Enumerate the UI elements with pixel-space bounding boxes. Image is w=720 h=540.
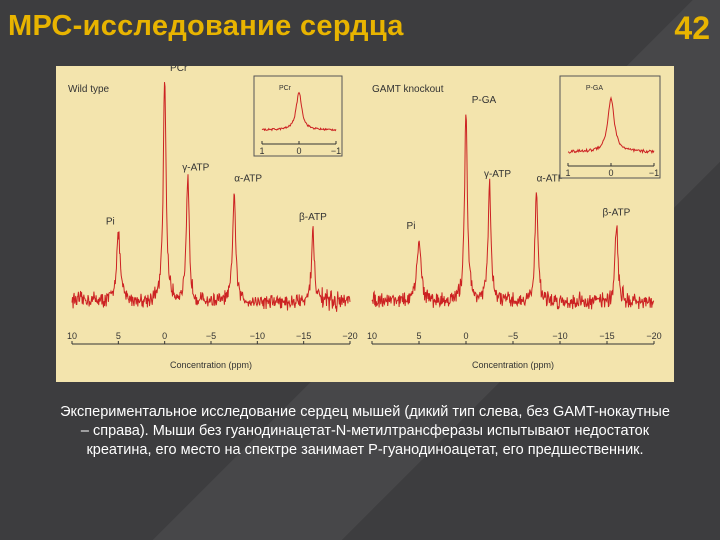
inset-spectrum-line (567, 96, 655, 155)
inset-box (559, 75, 661, 179)
panel-title: Wild type (68, 84, 110, 95)
inset-spectrum-line (261, 91, 337, 132)
slide-title: МРС-исследование сердца (8, 10, 404, 42)
peak-label: γ-ATP (484, 169, 511, 180)
x-tick-label: 10 (67, 331, 77, 341)
x-tick-label: 5 (416, 331, 421, 341)
inset-x-tick-label: 1 (565, 168, 570, 178)
spectra-figure: Wild type Pi PCr γ-ATP α-ATP β-ATP 10 5 0 −5 −10 −1… (56, 66, 674, 382)
slide-number: 42 (674, 10, 710, 46)
spectrum-line (371, 114, 655, 310)
peak-label: Pi (407, 221, 416, 232)
inset-peak-label: PCr (279, 85, 292, 92)
peak-label: α-ATP (234, 174, 262, 185)
inset-x-tick-label: 0 (608, 168, 613, 178)
peak-label: PCr (170, 66, 188, 74)
x-tick-label: −15 (296, 331, 311, 341)
spectrum-line (71, 82, 351, 312)
x-tick-label: −10 (552, 331, 567, 341)
peak-label: Pi (106, 217, 115, 228)
inset-x-tick-label: 0 (296, 146, 301, 156)
peak-label: β-ATP (603, 207, 631, 218)
x-tick-label: −5 (206, 331, 216, 341)
x-axis-title: Concentration (ppm) (472, 360, 554, 370)
peak-label: γ-ATP (182, 162, 209, 173)
peak-label: P-GA (472, 95, 497, 106)
x-tick-label: −15 (599, 331, 614, 341)
x-tick-label: −20 (342, 331, 357, 341)
peak-label: α-ATP (537, 174, 565, 185)
panel-title: GAMT knockout (372, 84, 444, 95)
x-axis-title: Concentration (ppm) (170, 360, 252, 370)
x-tick-label: 5 (116, 331, 121, 341)
x-tick-label: −5 (508, 331, 518, 341)
inset-x-tick-label: 1 (259, 146, 264, 156)
inset-x-tick-label: −1 (649, 168, 659, 178)
x-tick-label: −10 (250, 331, 265, 341)
inset-x-tick-label: −1 (331, 146, 341, 156)
x-tick-label: −20 (646, 331, 661, 341)
x-tick-label: 10 (367, 331, 377, 341)
slide-caption: Экспериментальное исследование сердец мы… (60, 404, 670, 458)
inset-peak-label: P-GA (586, 85, 603, 92)
x-tick-label: 0 (162, 331, 167, 341)
inset-box (253, 75, 343, 157)
peak-label: β-ATP (299, 212, 327, 223)
x-tick-label: 0 (463, 331, 468, 341)
